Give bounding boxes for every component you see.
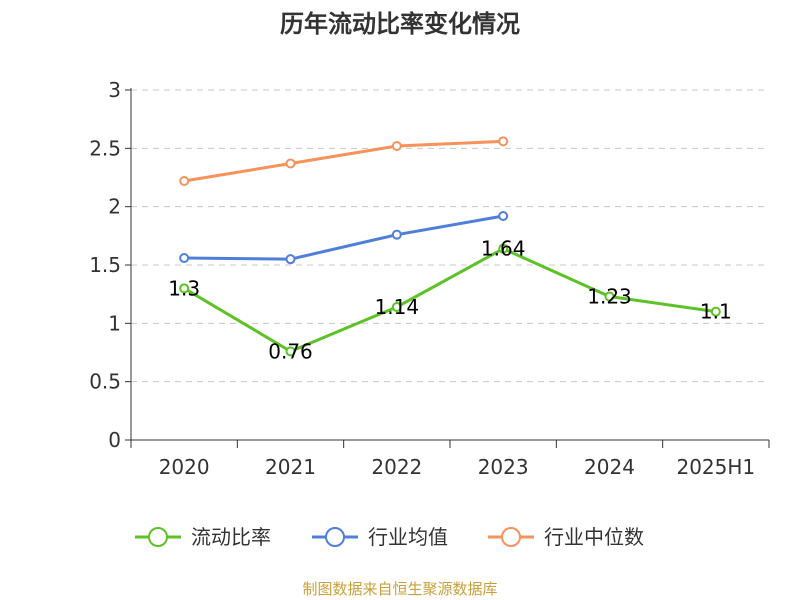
data-point — [285, 346, 296, 357]
y-tick-label: 2.5 — [89, 136, 121, 160]
data-label: 1.64 — [481, 237, 526, 261]
legend-label: 行业中位数 — [544, 525, 644, 549]
grid-lines — [131, 89, 769, 383]
data-point — [285, 254, 296, 265]
data-labels: 1.3 0.76 1.14 1.64 1.23 1.1 — [168, 237, 731, 364]
data-point — [179, 176, 190, 186]
y-tick-label: 1.5 — [89, 253, 121, 277]
series-line-2 — [183, 139, 504, 183]
source-note: 制图数据来自恒生聚源数据库 — [302, 580, 497, 598]
data-label: 1.23 — [587, 285, 632, 309]
data-point — [498, 211, 509, 221]
data-point — [391, 229, 402, 240]
data-point — [285, 158, 296, 169]
legend-label: 流动比率 — [191, 525, 271, 549]
x-tick-label: 2025H1 — [676, 455, 755, 479]
y-axis-ticks: 0 0.5 1 1.5 2 2.5 3 — [89, 78, 121, 452]
data-point — [179, 253, 190, 263]
legend-swatch-marker — [501, 527, 521, 547]
series-line-0 — [183, 247, 717, 353]
data-label: 1.14 — [375, 295, 420, 319]
legend-swatch-marker — [325, 527, 345, 547]
x-tick-label: 2024 — [584, 455, 635, 479]
data-label: 1.1 — [700, 300, 732, 324]
data-label: 0.76 — [268, 339, 313, 363]
data-point — [498, 243, 509, 254]
x-axis-ticks: 2020 2021 2022 2023 2024 2025H1 — [159, 455, 755, 479]
data-point — [498, 136, 509, 147]
x-tick-label: 2021 — [265, 455, 316, 479]
data-point — [391, 302, 402, 312]
data-label: 1.3 — [168, 276, 200, 300]
y-tick-label: 2 — [108, 195, 121, 219]
y-tick-label: 0 — [108, 428, 121, 452]
legend-label: 行业均值 — [368, 525, 448, 549]
x-tick-label: 2022 — [371, 455, 422, 479]
x-tick-label: 2020 — [159, 455, 210, 479]
y-tick-label: 3 — [108, 78, 121, 102]
data-point — [391, 141, 402, 151]
series-line-1 — [184, 214, 504, 261]
legend-swatch-marker — [148, 527, 168, 547]
data-point — [604, 291, 615, 302]
y-tick-label: 0.5 — [89, 370, 121, 394]
chart-title: 历年流动比率变化情况 — [280, 10, 520, 38]
series-layer — [179, 136, 721, 357]
x-tick-label: 2023 — [478, 455, 529, 479]
data-point — [710, 306, 721, 317]
data-point — [179, 283, 190, 294]
axes — [125, 88, 770, 448]
legend: 流动比率 行业均值 行业中位数 — [135, 525, 644, 549]
y-tick-label: 1 — [108, 311, 121, 335]
